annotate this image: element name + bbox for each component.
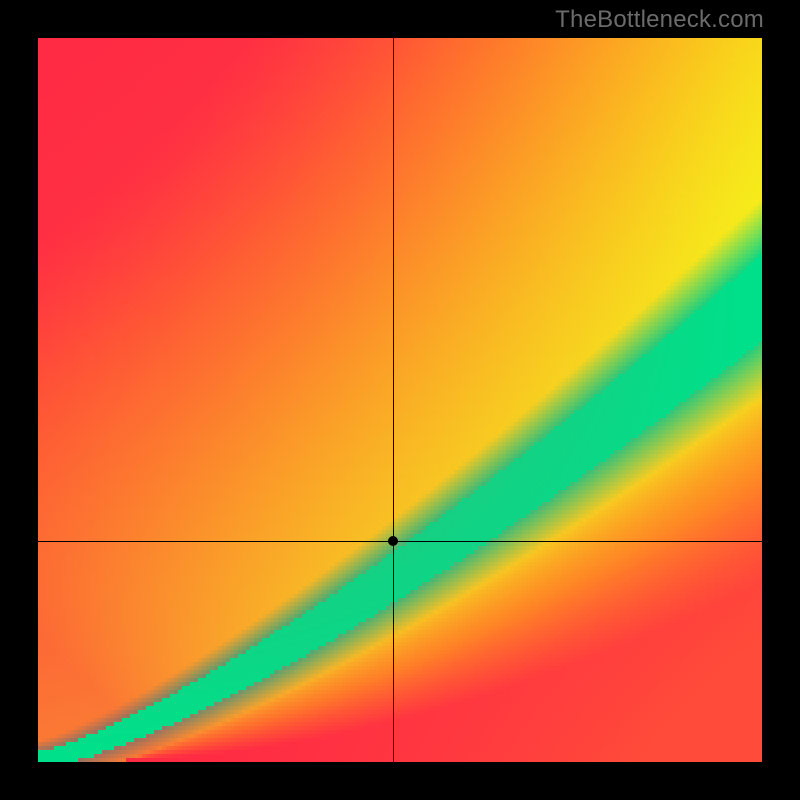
crosshair-vertical — [393, 38, 394, 762]
heatmap-plot — [38, 38, 762, 762]
watermark-text: TheBottleneck.com — [555, 6, 764, 34]
heatmap-canvas — [38, 38, 762, 762]
crosshair-horizontal — [38, 541, 762, 542]
chart-frame: TheBottleneck.com — [0, 0, 800, 800]
crosshair-marker — [388, 536, 398, 546]
